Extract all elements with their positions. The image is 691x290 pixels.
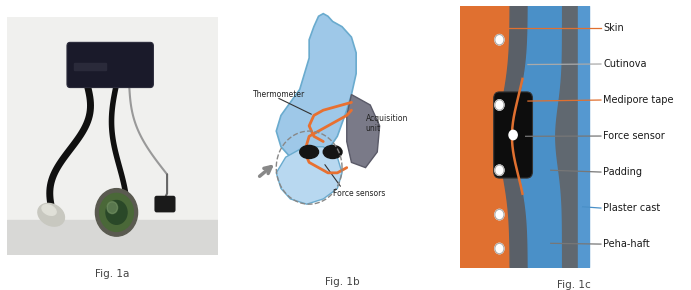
Text: Plaster cast: Plaster cast (603, 203, 661, 213)
Circle shape (495, 243, 504, 254)
Circle shape (95, 188, 138, 236)
Text: Thermometer: Thermometer (253, 90, 305, 99)
Text: Force sensors: Force sensors (332, 189, 385, 198)
FancyBboxPatch shape (154, 196, 176, 212)
Ellipse shape (323, 146, 342, 158)
Text: Medipore tape: Medipore tape (603, 95, 674, 105)
Ellipse shape (300, 146, 319, 158)
Bar (75, 63, 106, 70)
Circle shape (100, 193, 133, 231)
Circle shape (495, 35, 504, 45)
Ellipse shape (42, 205, 56, 215)
Bar (7, 220, 218, 255)
Circle shape (495, 165, 504, 175)
Polygon shape (276, 14, 356, 162)
Text: Fig. 1b: Fig. 1b (325, 277, 359, 287)
Text: Skin: Skin (603, 23, 624, 33)
Text: Fig. 1c: Fig. 1c (557, 280, 590, 290)
Text: Padding: Padding (603, 167, 642, 177)
Circle shape (107, 202, 117, 213)
Text: Peha-haft: Peha-haft (603, 239, 650, 249)
Circle shape (495, 209, 504, 220)
Circle shape (495, 100, 504, 110)
FancyBboxPatch shape (493, 92, 533, 178)
Text: Force sensor: Force sensor (603, 131, 665, 141)
Text: Cutinova: Cutinova (603, 59, 647, 69)
Circle shape (509, 130, 517, 140)
Text: Fig. 1a: Fig. 1a (95, 269, 129, 280)
Polygon shape (347, 95, 379, 168)
Text: Acquisition
unit: Acquisition unit (366, 114, 408, 133)
Circle shape (106, 200, 127, 224)
FancyBboxPatch shape (67, 42, 153, 88)
Ellipse shape (38, 203, 64, 226)
Polygon shape (276, 147, 342, 204)
